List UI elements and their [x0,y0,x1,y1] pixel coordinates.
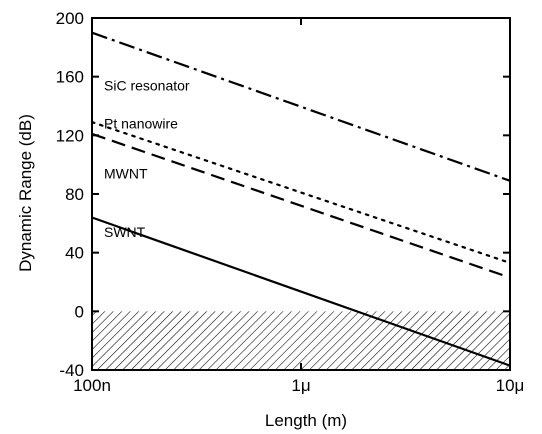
y-tick-label: 80 [65,185,84,204]
series-line-pt-nanowire [92,122,510,263]
series-label-sic-resonator: SiC resonator [104,77,190,93]
hatched-region [92,311,510,370]
y-tick-label: 200 [56,9,84,28]
x-tick-label: 10μ [496,376,525,395]
series-line-sic-resonator [92,33,510,181]
y-axis-title: Dynamic Range (dB) [16,114,35,272]
series-label-pt-nanowire: Pt nanowire [104,116,178,132]
y-tick-label: 0 [75,302,84,321]
series-line-mwnt [92,134,510,278]
x-axis-title: Length (m) [265,411,347,430]
series-label-mwnt: MWNT [104,165,148,181]
x-tick-label: 1μ [291,376,310,395]
y-tick-label: 160 [56,68,84,87]
series-label-swnt: SWNT [104,224,146,240]
y-tick-label: 40 [65,244,84,263]
y-tick-label: 120 [56,126,84,145]
x-tick-label: 100n [73,376,111,395]
